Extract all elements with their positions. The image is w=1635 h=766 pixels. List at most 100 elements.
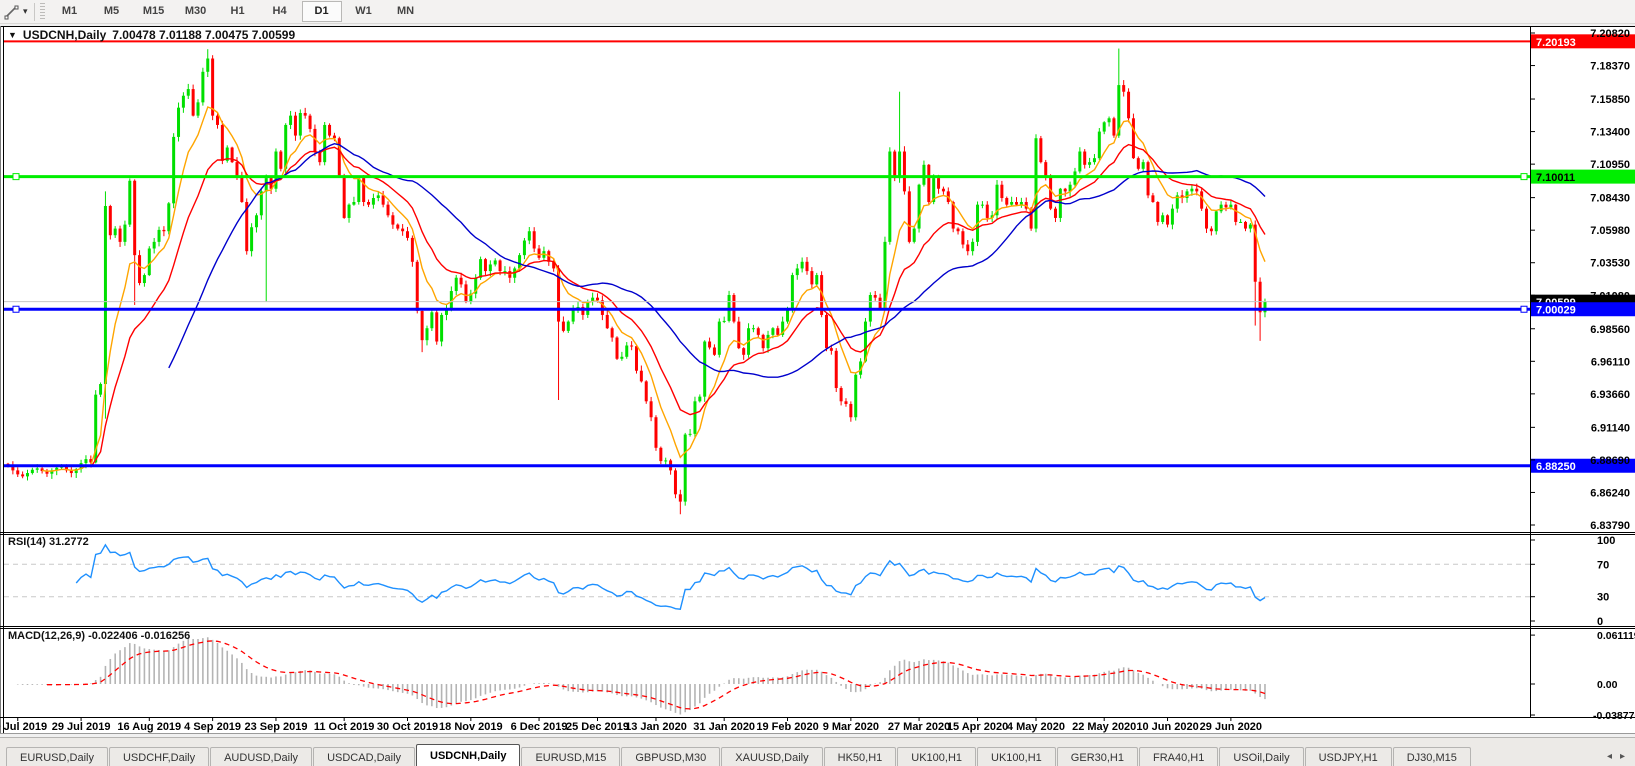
svg-text:31 Jan 2020: 31 Jan 2020 xyxy=(693,721,755,733)
svg-text:6.91140: 6.91140 xyxy=(1591,422,1630,434)
rsi-indicator-label: RSI(14) 31.2772 xyxy=(8,536,89,548)
svg-text:4 May 2020: 4 May 2020 xyxy=(1007,721,1065,733)
chart-ohlc-values: 7.00478 7.01188 7.00475 7.00599 xyxy=(112,28,296,42)
timeframe-button-H1[interactable]: H1 xyxy=(230,5,245,17)
svg-text:11 Oct 2019: 11 Oct 2019 xyxy=(314,721,375,733)
toolbar-separator xyxy=(33,2,35,21)
timeframe-button-M1[interactable]: M1 xyxy=(61,5,78,17)
chart-tab-DJ30-M15[interactable]: DJ30,M15 xyxy=(1392,747,1471,766)
hline-6.88250[interactable]: 6.88250 xyxy=(4,458,1635,474)
timeframe-button-W1[interactable]: W1 xyxy=(355,5,372,17)
svg-text:16 Aug 2019: 16 Aug 2019 xyxy=(117,721,181,733)
svg-text:6.88690: 6.88690 xyxy=(1590,455,1630,467)
chart-tab-AUDUSD-Daily[interactable]: AUDUSD,Daily xyxy=(210,747,313,766)
chart-tab-GER30-H1[interactable]: GER30,H1 xyxy=(1056,747,1138,766)
svg-text:27 Mar 2020: 27 Mar 2020 xyxy=(888,721,950,733)
tool-dropdown-caret[interactable]: ▾ xyxy=(23,6,28,16)
svg-text:7.13400: 7.13400 xyxy=(1590,127,1630,139)
chart-tab-USDCNH-Daily[interactable]: USDCNH,Daily xyxy=(416,744,521,766)
svg-text:29 Jun 2020: 29 Jun 2020 xyxy=(1200,721,1262,733)
svg-text:6.83790: 6.83790 xyxy=(1590,520,1630,532)
svg-text:9 Mar 2020: 9 Mar 2020 xyxy=(823,721,879,733)
chart-tab-USDCHF-Daily[interactable]: USDCHF,Daily xyxy=(108,747,210,766)
chart-tab-HK50-H1[interactable]: HK50,H1 xyxy=(823,747,897,766)
chart-tab-EURUSD-M15[interactable]: EURUSD,M15 xyxy=(521,747,621,766)
chart-symbol-period: USDCNH,Daily xyxy=(22,28,107,42)
crosshair-draw-tool-icon[interactable] xyxy=(2,3,22,21)
hline-7.10011[interactable]: 7.10011 xyxy=(4,169,1635,185)
svg-text:70: 70 xyxy=(1597,559,1609,571)
timeframe-button-D1[interactable]: D1 xyxy=(301,1,342,22)
chart-tab-EURUSD-Daily[interactable]: EURUSD,Daily xyxy=(6,747,108,766)
svg-text:6.98560: 6.98560 xyxy=(1590,324,1630,336)
svg-text:23 Sep 2019: 23 Sep 2019 xyxy=(244,721,307,733)
svg-text:30 Oct 2019: 30 Oct 2019 xyxy=(377,721,438,733)
svg-text:30: 30 xyxy=(1597,592,1609,604)
svg-text:6 Dec 2019: 6 Dec 2019 xyxy=(511,721,568,733)
svg-text:7.01080: 7.01080 xyxy=(1590,290,1630,302)
svg-text:7.10950: 7.10950 xyxy=(1590,159,1630,171)
chart-tab-bar: EURUSD,Daily USDCHF,Daily AUDUSD,Daily USDC… xyxy=(0,737,1635,766)
tab-scroll-right-button[interactable]: ▸ xyxy=(1619,751,1625,762)
chart-tab-USDCAD-Daily[interactable]: USDCAD,Daily xyxy=(313,747,416,766)
candles-group xyxy=(6,48,1267,515)
collapse-triangle-icon[interactable]: ▼ xyxy=(8,30,17,40)
svg-text:29 Jul 2019: 29 Jul 2019 xyxy=(52,721,111,733)
svg-text:7.00029: 7.00029 xyxy=(1536,305,1576,317)
svg-text:6.93660: 6.93660 xyxy=(1590,389,1630,401)
macd-signal-line xyxy=(47,640,1266,710)
toolbar-grip[interactable] xyxy=(39,2,45,21)
timeframe-button-H4[interactable]: H4 xyxy=(272,5,287,17)
chart-window-title[interactable]: ▼ USDCNH,Daily 7.00478 7.01188 7.00475 7… xyxy=(8,28,295,42)
svg-text:6.96110: 6.96110 xyxy=(1591,356,1630,368)
svg-text:0: 0 xyxy=(1597,616,1603,628)
svg-text:0.0611190: 0.0611190 xyxy=(1597,630,1635,642)
svg-text:22 May 2020: 22 May 2020 xyxy=(1072,721,1136,733)
chart-tab-GBPUSD-M30[interactable]: GBPUSD,M30 xyxy=(621,747,721,766)
chart-tab-UK100-H1[interactable]: UK100,H1 xyxy=(977,747,1056,766)
timeframe-button-M15[interactable]: M15 xyxy=(142,5,165,17)
rsi-line xyxy=(75,543,1266,610)
chart-tab-USDJPY-H1[interactable]: USDJPY,H1 xyxy=(1304,747,1392,766)
timeframe-button-M5[interactable]: M5 xyxy=(103,5,120,17)
svg-text:10 Jul 2019: 10 Jul 2019 xyxy=(0,721,47,733)
svg-text:-0.0387700: -0.0387700 xyxy=(1593,710,1635,722)
slow-ma-line xyxy=(168,142,1266,378)
hline-7.20193[interactable]: 7.20193 xyxy=(4,34,1635,49)
chart-tab-FRA40-H1[interactable]: FRA40,H1 xyxy=(1139,747,1219,766)
chart-tab-USOil-Daily[interactable]: USOil,Daily xyxy=(1219,747,1304,766)
chart-tabs: EURUSD,Daily USDCHF,Daily AUDUSD,Daily USDC… xyxy=(0,738,1597,766)
fast-ma-line xyxy=(41,106,1266,472)
svg-text:4 Sep 2019: 4 Sep 2019 xyxy=(184,721,241,733)
svg-text:7.18370: 7.18370 xyxy=(1590,61,1630,73)
chart-tab-XAUUSD-Daily[interactable]: XAUUSD,Daily xyxy=(721,747,823,766)
svg-text:10 Jun 2020: 10 Jun 2020 xyxy=(1136,721,1198,733)
svg-text:15 Apr 2020: 15 Apr 2020 xyxy=(947,721,1008,733)
svg-text:7.10011: 7.10011 xyxy=(1536,172,1575,184)
timeframe-button-M30[interactable]: M30 xyxy=(184,5,207,17)
svg-text:7.15850: 7.15850 xyxy=(1590,94,1630,106)
svg-text:6.88250: 6.88250 xyxy=(1536,461,1576,473)
svg-text:7.08430: 7.08430 xyxy=(1590,193,1630,205)
timeframe-button-MN[interactable]: MN xyxy=(396,5,415,17)
svg-text:18 Nov 2019: 18 Nov 2019 xyxy=(439,721,503,733)
tab-scroll-arrows: ◂ ▸ xyxy=(1597,751,1635,766)
tab-scroll-left-button[interactable]: ◂ xyxy=(1606,751,1612,762)
chart-tab-UK100-H1[interactable]: UK100,H1 xyxy=(897,747,977,766)
svg-text:0.00: 0.00 xyxy=(1597,679,1618,691)
mid-ma-line xyxy=(90,143,1266,468)
hline-7.00029[interactable]: 7.00029 xyxy=(4,302,1635,317)
svg-text:13 Jan 2020: 13 Jan 2020 xyxy=(625,721,687,733)
svg-text:19 Feb 2020: 19 Feb 2020 xyxy=(756,721,818,733)
svg-text:25 Dec 2019: 25 Dec 2019 xyxy=(566,721,629,733)
timeframe-toolbar: ▾ M1 M5 M15 M30 H1 H4 D1 W1 MN xyxy=(0,0,1635,24)
price-axis[interactable]: 7.20820 7.18370 7.15850 7.13400 7.10950 7.084… xyxy=(1530,28,1630,532)
svg-text:7.20193: 7.20193 xyxy=(1536,37,1576,49)
svg-text:7.05980: 7.05980 xyxy=(1590,225,1630,237)
svg-text:100: 100 xyxy=(1597,535,1615,547)
svg-text:6.86240: 6.86240 xyxy=(1590,487,1630,499)
chart-canvas[interactable]: 100 70 30 0 0.0611190 0.00 -0.0387700 7.20193 7.… xyxy=(0,0,1635,737)
macd-indicator-label: MACD(12,26,9) -0.022406 -0.016256 xyxy=(8,630,191,642)
